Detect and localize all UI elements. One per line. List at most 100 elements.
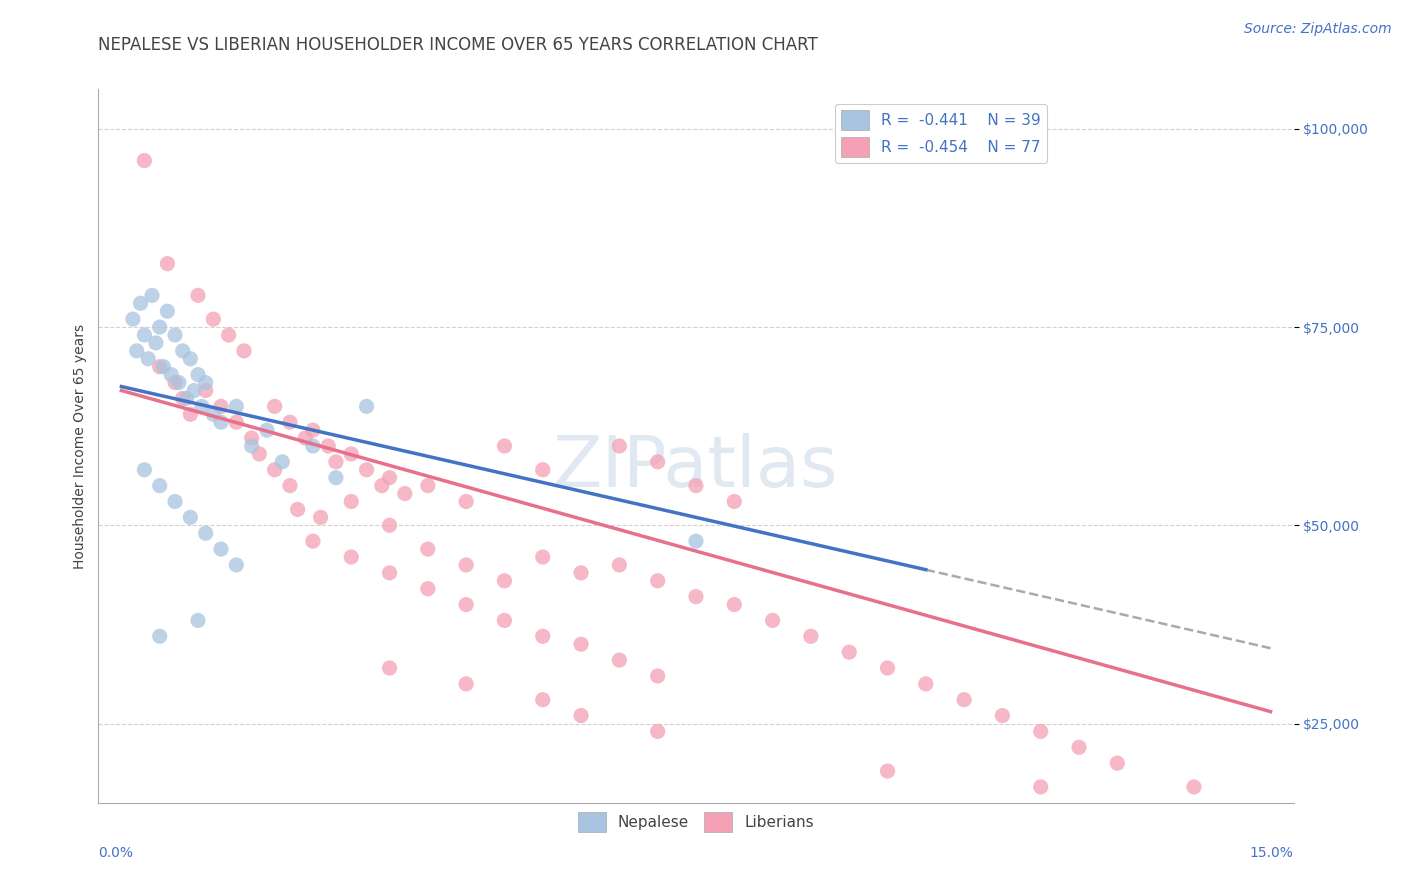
Point: [129, 296, 152, 310]
Text: 15.0%: 15.0%: [1250, 847, 1294, 861]
Point: [149, 359, 172, 374]
Point: [134, 463, 156, 477]
Point: [569, 637, 592, 651]
Y-axis label: Householder Income Over 65 years: Householder Income Over 65 years: [73, 324, 87, 568]
Point: [914, 677, 936, 691]
Point: [271, 455, 294, 469]
Point: [134, 153, 156, 168]
Point: [378, 471, 401, 485]
Point: [609, 653, 631, 667]
Point: [1107, 756, 1129, 771]
Point: [278, 415, 301, 429]
Point: [723, 494, 745, 508]
Point: [122, 312, 145, 326]
Point: [531, 629, 554, 643]
Point: [647, 455, 669, 469]
Point: [531, 549, 554, 564]
Point: [302, 423, 325, 437]
Point: [340, 447, 363, 461]
Point: [149, 320, 172, 334]
Point: [136, 351, 159, 366]
Point: [187, 614, 209, 628]
Point: [531, 692, 554, 706]
Point: [240, 439, 263, 453]
Point: [723, 598, 745, 612]
Point: [416, 542, 439, 557]
Point: [569, 708, 592, 723]
Point: [378, 566, 401, 580]
Point: [316, 439, 339, 453]
Point: [172, 392, 194, 406]
Point: [209, 400, 232, 414]
Point: [194, 526, 217, 541]
Point: [263, 400, 285, 414]
Point: [183, 384, 205, 398]
Point: [356, 400, 378, 414]
Point: [302, 534, 325, 549]
Point: [187, 368, 209, 382]
Point: [378, 661, 401, 675]
Point: [1067, 740, 1090, 755]
Point: [167, 376, 190, 390]
Point: [953, 692, 976, 706]
Point: [991, 708, 1014, 723]
Point: [494, 439, 516, 453]
Point: [278, 478, 301, 492]
Point: [160, 368, 183, 382]
Point: [569, 566, 592, 580]
Point: [1029, 724, 1052, 739]
Point: [685, 478, 707, 492]
Point: [876, 764, 898, 778]
Point: [609, 558, 631, 572]
Point: [309, 510, 332, 524]
Point: [371, 478, 394, 492]
Point: [609, 439, 631, 453]
Point: [233, 343, 256, 358]
Text: Source: ZipAtlas.com: Source: ZipAtlas.com: [1244, 22, 1392, 37]
Point: [685, 534, 707, 549]
Point: [340, 494, 363, 508]
Point: [356, 463, 378, 477]
Point: [647, 574, 669, 588]
Point: [456, 558, 478, 572]
Point: [202, 407, 225, 421]
Point: [800, 629, 823, 643]
Point: [1182, 780, 1205, 794]
Point: [172, 343, 194, 358]
Point: [247, 447, 270, 461]
Point: [761, 614, 783, 628]
Text: ZIPatlas: ZIPatlas: [553, 433, 839, 502]
Point: [225, 415, 247, 429]
Point: [456, 598, 478, 612]
Point: [531, 463, 554, 477]
Point: [263, 463, 285, 477]
Point: [494, 574, 516, 588]
Point: [647, 724, 669, 739]
Point: [209, 415, 232, 429]
Point: [191, 400, 214, 414]
Point: [647, 669, 669, 683]
Point: [494, 614, 516, 628]
Point: [176, 392, 198, 406]
Point: [838, 645, 860, 659]
Point: [179, 510, 201, 524]
Point: [194, 384, 217, 398]
Point: [416, 478, 439, 492]
Point: [325, 455, 347, 469]
Point: [145, 335, 167, 350]
Point: [179, 407, 201, 421]
Legend: Nepalese, Liberians: Nepalese, Liberians: [572, 806, 820, 838]
Point: [225, 558, 247, 572]
Point: [378, 518, 401, 533]
Point: [125, 343, 148, 358]
Point: [394, 486, 416, 500]
Point: [256, 423, 278, 437]
Point: [156, 304, 179, 318]
Point: [240, 431, 263, 445]
Point: [152, 359, 174, 374]
Point: [685, 590, 707, 604]
Point: [202, 312, 225, 326]
Point: [163, 328, 186, 343]
Point: [1029, 780, 1052, 794]
Point: [163, 494, 186, 508]
